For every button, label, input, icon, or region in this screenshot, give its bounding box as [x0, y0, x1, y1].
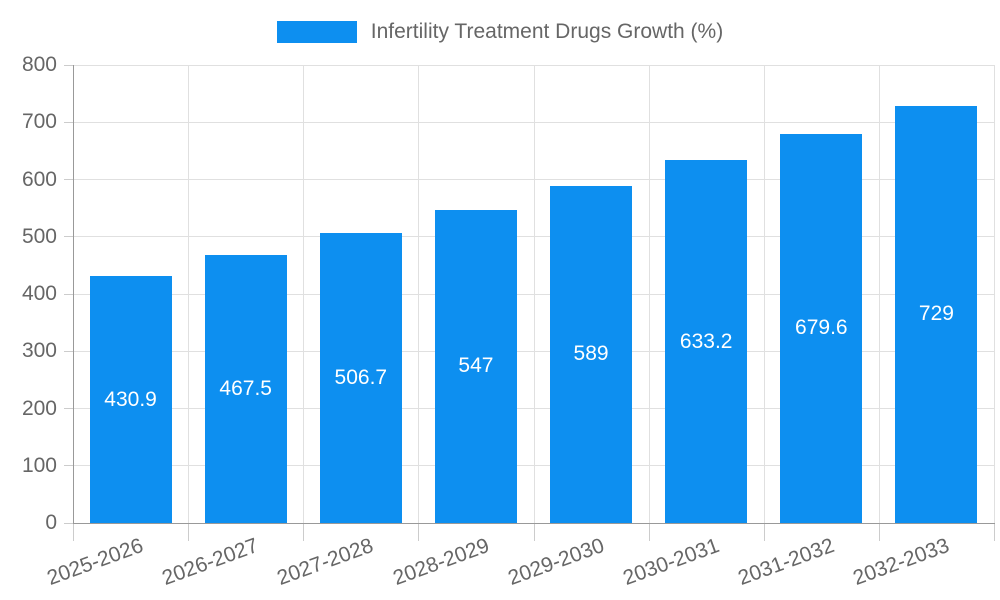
bar[interactable]	[665, 160, 748, 523]
bar-value-label: 430.9	[104, 387, 157, 411]
x-axis-line	[73, 523, 995, 524]
x-axis-label: 2026-2027	[159, 534, 262, 590]
y-axis-tick	[64, 408, 73, 409]
y-axis-label: 400	[21, 282, 57, 305]
bar-value-label: 506.7	[334, 365, 388, 389]
bar[interactable]	[89, 276, 172, 523]
x-axis-label: 2029-2030	[504, 534, 607, 590]
x-axis-tick	[188, 523, 190, 541]
gridline-vertical	[303, 65, 305, 523]
bar[interactable]	[895, 105, 978, 523]
x-axis-tick	[303, 523, 305, 541]
bar[interactable]	[319, 232, 402, 523]
bar-value-label: 589	[573, 342, 609, 366]
bar-value-label: 467.5	[219, 377, 272, 401]
y-axis-tick	[64, 179, 73, 180]
y-axis-tick	[64, 293, 73, 295]
legend-swatch	[276, 21, 357, 43]
y-axis-tick	[64, 64, 73, 66]
bar[interactable]	[780, 133, 863, 523]
y-axis-tick	[64, 350, 73, 352]
y-axis-label: 600	[21, 167, 57, 191]
legend[interactable]: Infertility Treatment Drugs Growth (%)	[0, 20, 1000, 44]
bar[interactable]	[204, 255, 287, 523]
x-axis-label: 2032-2033	[850, 534, 953, 590]
bar-value-label: 547	[458, 354, 494, 378]
x-axis-tick	[878, 523, 880, 541]
legend-label: Infertility Treatment Drugs Growth (%)	[370, 20, 724, 43]
y-axis-tick	[64, 121, 73, 123]
gridline-vertical	[188, 65, 190, 523]
gridline-vertical	[648, 65, 650, 523]
y-axis-label: 300	[21, 339, 57, 363]
y-axis-label: 500	[21, 224, 57, 248]
gridline-vertical	[533, 65, 535, 523]
y-axis-line	[73, 65, 74, 523]
gridline-vertical	[994, 65, 995, 523]
y-axis-label: 200	[21, 396, 57, 420]
y-axis-tick	[64, 236, 73, 238]
x-axis-tick	[418, 523, 420, 541]
x-axis-label: 2025-2026	[44, 534, 147, 590]
gridline-vertical	[878, 65, 880, 523]
bar[interactable]	[434, 209, 517, 523]
x-axis-tick	[533, 523, 535, 541]
y-axis-tick	[64, 465, 73, 467]
y-axis-label: 100	[21, 453, 57, 477]
y-axis-tick	[64, 522, 73, 524]
x-axis-tick	[994, 523, 995, 541]
y-axis-label: 0	[45, 511, 57, 534]
bar-value-label: 633.2	[679, 329, 733, 353]
gridline-vertical	[418, 65, 420, 523]
x-axis-tick	[763, 523, 765, 541]
x-axis-tick	[73, 523, 74, 541]
x-axis-label: 2030-2031	[619, 534, 723, 590]
bar[interactable]	[550, 185, 633, 523]
x-axis-label: 2027-2028	[274, 534, 377, 590]
x-axis-tick	[648, 523, 650, 541]
bar-value-label: 729	[918, 302, 954, 326]
y-axis-label: 700	[21, 110, 57, 134]
gridline-vertical	[763, 65, 765, 523]
bar-value-label: 679.6	[795, 316, 848, 340]
x-axis-label: 2028-2029	[389, 534, 492, 590]
x-axis-label: 2031-2032	[734, 534, 838, 590]
y-axis-label: 800	[21, 53, 57, 76]
